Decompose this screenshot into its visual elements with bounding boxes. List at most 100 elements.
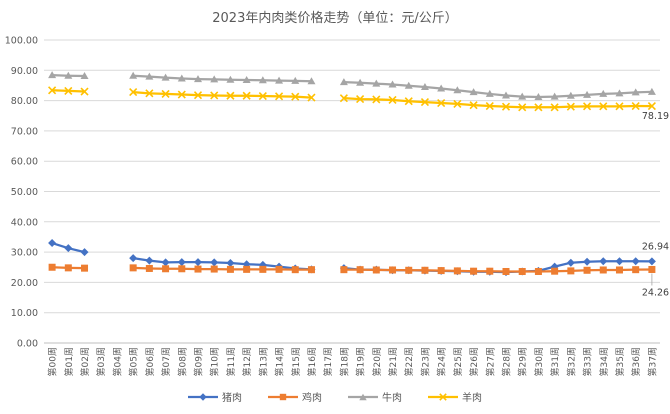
data-point: [372, 95, 381, 104]
legend-label: 鸡肉: [302, 393, 322, 404]
x-tick-label: 第28周: [501, 347, 513, 376]
data-point: [566, 91, 575, 99]
data-point: [550, 92, 559, 100]
series-line-2: [133, 74, 312, 83]
data-point: [307, 266, 315, 274]
data-point: [194, 258, 202, 267]
data-point: [307, 77, 316, 85]
y-tick-label: 100.00: [5, 36, 38, 47]
data-point: [648, 265, 656, 273]
x-tick-label: 第33周: [582, 347, 594, 376]
data-point: [80, 248, 89, 257]
data-point: [518, 267, 526, 275]
x-tick-label: 第10周: [209, 347, 221, 376]
legend-item: 鸡肉: [268, 389, 322, 404]
y-tick-label: 20.00: [11, 278, 38, 289]
data-point: [161, 89, 170, 98]
data-point: [631, 101, 640, 111]
y-tick-label: 40.00: [11, 217, 38, 228]
legend: 猪肉 鸡肉 牛肉 羊肉: [0, 389, 670, 404]
legend-label: 牛肉: [382, 393, 402, 404]
data-label: 26.94: [642, 241, 669, 252]
legend-swatch: [188, 392, 218, 401]
data-point: [583, 257, 592, 266]
x-tick-label: 第32周: [565, 347, 577, 376]
data-point: [566, 258, 575, 267]
data-point: [226, 91, 235, 100]
x-tick-label: 第07周: [160, 347, 172, 376]
data-point: [356, 95, 365, 104]
data-point: [437, 267, 445, 275]
data-point: [64, 86, 73, 95]
data-point: [404, 81, 413, 89]
data-point: [502, 91, 510, 99]
data-point: [243, 265, 251, 273]
data-point: [421, 266, 429, 274]
data-point: [405, 266, 413, 274]
data-point: [129, 264, 137, 272]
data-point: [48, 239, 57, 248]
x-tick-label: 第02周: [79, 347, 91, 376]
x-tick-label: 第00周: [47, 347, 59, 376]
data-point: [469, 88, 478, 96]
data-point: [145, 256, 154, 265]
data-point: [339, 94, 348, 103]
x-tick-label: 第06周: [144, 347, 156, 376]
data-point: [356, 266, 364, 274]
data-point: [210, 258, 219, 267]
data-point: [567, 267, 575, 275]
data-point: [210, 265, 218, 273]
data-point: [307, 93, 316, 102]
legend-item: 牛肉: [348, 389, 402, 404]
data-point: [420, 98, 430, 107]
y-tick-label: 80.00: [11, 96, 38, 107]
data-point: [161, 73, 170, 81]
data-point: [177, 90, 186, 99]
data-point: [145, 89, 154, 98]
x-tick-label: 第36周: [630, 347, 642, 376]
x-tick-label: 第12周: [241, 347, 253, 376]
data-point: [615, 89, 624, 97]
legend-swatch: [348, 393, 378, 400]
data-point: [291, 92, 300, 101]
data-point: [372, 266, 380, 274]
y-tick-label: 50.00: [11, 187, 38, 198]
x-tick-label: 第05周: [128, 347, 140, 376]
x-tick-label: 第30周: [533, 347, 545, 376]
legend-item: 羊肉: [428, 389, 482, 404]
data-point: [647, 87, 656, 95]
data-point: [534, 103, 543, 112]
data-point: [518, 92, 527, 100]
data-point: [194, 75, 202, 83]
data-point: [64, 244, 73, 253]
data-point: [48, 71, 57, 79]
y-tick-label: 0.00: [17, 339, 38, 350]
data-point: [177, 74, 186, 82]
data-point: [291, 76, 300, 84]
x-tick-label: 第14周: [274, 347, 286, 376]
data-point: [194, 265, 202, 273]
data-point: [388, 95, 397, 105]
series-line-2: [343, 80, 652, 99]
data-point: [64, 71, 73, 79]
data-point: [129, 254, 138, 263]
data-point: [226, 75, 235, 83]
data-point: [599, 102, 608, 111]
data-point: [470, 267, 478, 275]
data-point: [210, 75, 219, 83]
data-point: [210, 91, 219, 100]
x-tick-label: 第15周: [290, 347, 302, 376]
legend-swatch: [268, 393, 298, 400]
y-tick-label: 30.00: [11, 248, 38, 259]
data-point: [48, 86, 57, 95]
data-point: [486, 267, 494, 275]
data-point: [501, 102, 511, 111]
data-point: [291, 266, 299, 274]
x-tick-label: 第35周: [614, 347, 626, 376]
data-point: [615, 102, 624, 111]
data-point: [242, 91, 251, 100]
data-point: [404, 97, 413, 106]
data-point: [226, 259, 235, 268]
x-tick-label: 第21周: [387, 347, 399, 376]
